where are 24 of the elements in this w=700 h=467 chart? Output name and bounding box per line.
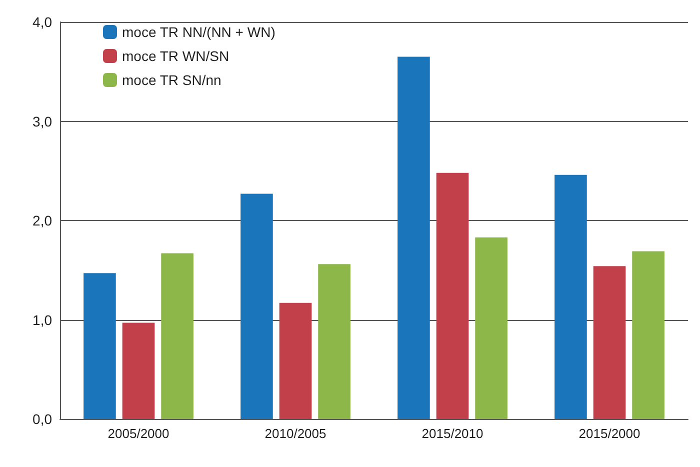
x-tick-label: 2005/2000 <box>108 426 170 441</box>
bar <box>84 273 116 419</box>
x-tick-label: 2015/2010 <box>422 426 484 441</box>
x-tick-label: 2010/2005 <box>264 426 326 441</box>
y-tick-label: 3,0 <box>32 113 52 130</box>
legend-label: moce TR WN/SN <box>122 48 230 64</box>
x-tick-label: 2015/2000 <box>578 426 640 441</box>
bar <box>318 264 350 419</box>
bar <box>240 194 273 419</box>
bar <box>554 174 587 419</box>
legend-label: moce TR NN/(NN + WN) <box>122 24 276 40</box>
bar <box>593 266 626 419</box>
y-tick-label: 0,0 <box>32 411 52 427</box>
legend-label: moce TR SN/nn <box>122 72 222 88</box>
bar <box>398 56 430 419</box>
y-tick-label: 1,0 <box>32 312 52 328</box>
y-tick-label: 4,0 <box>32 14 52 30</box>
bar <box>161 253 194 419</box>
bar <box>632 251 664 419</box>
bar <box>436 172 469 419</box>
bar <box>122 322 155 419</box>
bar <box>475 237 508 419</box>
y-tick-label: 2,0 <box>32 212 52 228</box>
bar <box>279 302 312 419</box>
